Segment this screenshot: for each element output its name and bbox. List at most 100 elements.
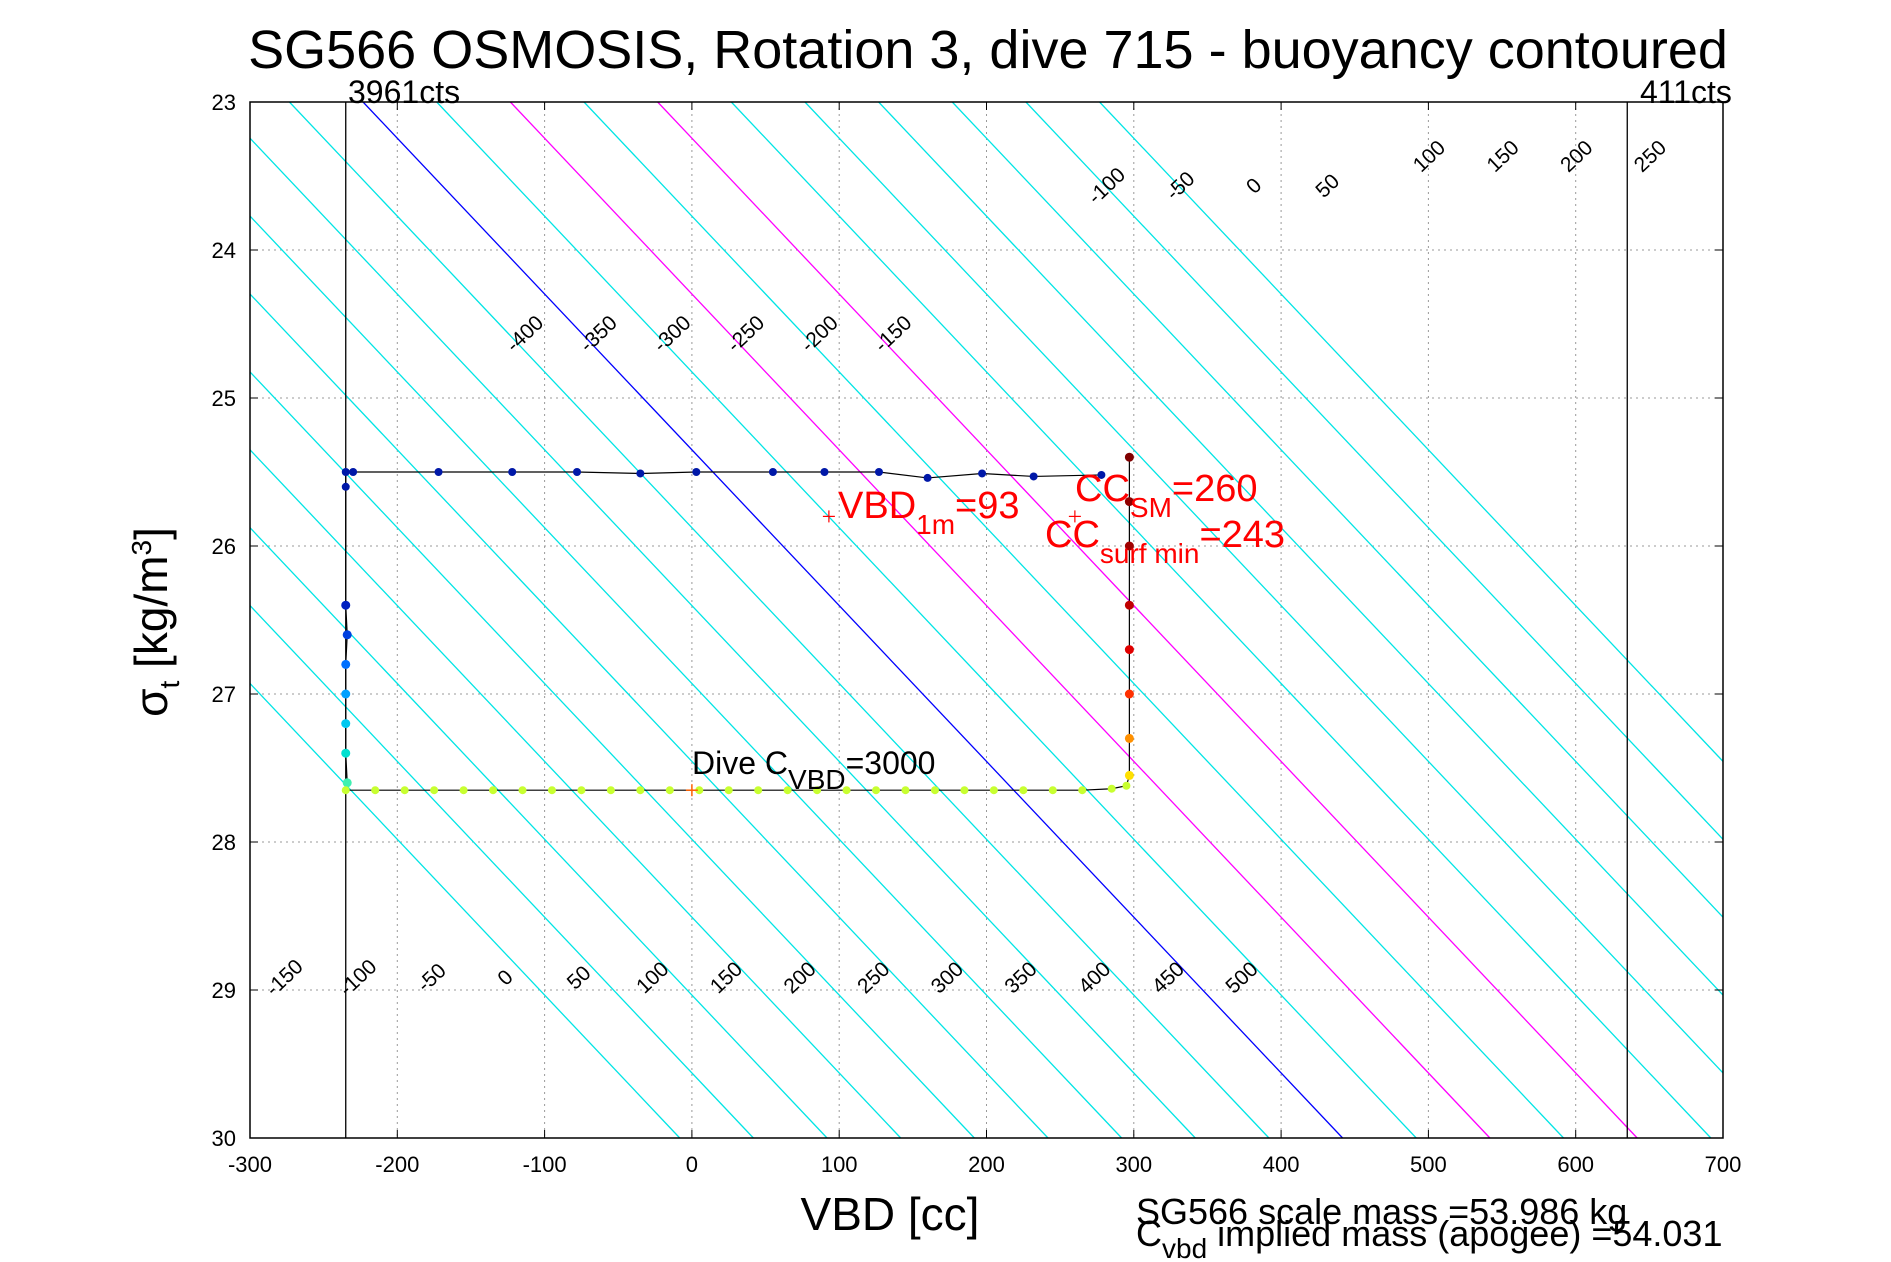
contour-label: -250 — [723, 311, 769, 357]
dive-path — [341, 452, 1134, 795]
chart-title: SG566 OSMOSIS, Rotation 3, dive 715 - bu… — [248, 20, 1728, 80]
vbd1m-sub: 1m — [916, 509, 955, 540]
contour-label: 150 — [1482, 136, 1523, 177]
contour-line — [1099, 101, 1724, 762]
contour-label: -350 — [576, 311, 622, 357]
dive-point — [930, 786, 939, 795]
count-lines — [345, 102, 1628, 1138]
contour-labels: 100 150 200 250 -100 -50 0 50 -400 -350 -300 -250 -2… — [261, 136, 1671, 1001]
x-axis-label: VBD [cc] — [801, 1188, 980, 1240]
grid — [250, 102, 1723, 1138]
contour-label: 500 — [1221, 957, 1262, 998]
annotation-markers — [685, 510, 1081, 797]
ccsm-annotation: CCSM=260 — [1075, 468, 1257, 523]
dive-point — [341, 786, 350, 795]
x-tick-label: 200 — [968, 1152, 1005, 1177]
contour-label: -100 — [335, 955, 381, 1001]
dive-point — [636, 786, 645, 795]
contour-label: 100 — [632, 957, 673, 998]
y-axis-label: σt [kg/m3] — [125, 527, 185, 717]
contour-line — [730, 101, 1712, 1139]
dive-point — [1107, 784, 1116, 793]
dive-point — [754, 786, 763, 795]
dive-point — [820, 468, 829, 476]
dive-point — [1029, 472, 1038, 481]
contour-label: -150 — [870, 311, 916, 357]
dive-point — [1124, 733, 1134, 743]
contour-line — [249, 449, 902, 1139]
dive-point — [1019, 786, 1028, 795]
x-tick-label: -300 — [228, 1152, 272, 1177]
contour-line — [657, 101, 1638, 1139]
dive-point — [636, 469, 645, 478]
implied-prefix: C — [1136, 1213, 1162, 1254]
scale-mass-text: SG566 scale mass =53.986 kg — [1136, 1191, 1627, 1232]
contour-label: 100 — [1409, 136, 1450, 177]
contour-label: -150 — [261, 955, 307, 1001]
contour-label: -400 — [502, 311, 548, 357]
x-tick-label: 500 — [1410, 1152, 1447, 1177]
vbd1m-main: VBD — [838, 485, 916, 527]
contour-label: -200 — [796, 311, 842, 357]
dive-point — [872, 786, 881, 795]
contour-label: 0 — [1242, 174, 1266, 199]
y-tick-label: 23 — [212, 90, 236, 115]
dive-point — [724, 786, 733, 795]
dive-point — [692, 468, 701, 476]
y-axis-end: ] — [125, 527, 177, 540]
x-tick-label: 600 — [1557, 1152, 1594, 1177]
contour-line — [249, 683, 681, 1139]
dive-point — [989, 786, 998, 795]
dive-point — [768, 468, 777, 476]
contour-line — [804, 101, 1724, 1074]
y-tick-label: 28 — [212, 830, 236, 855]
dive-point — [1097, 470, 1106, 479]
ccsm-value: =260 — [1172, 468, 1258, 510]
dive-point — [508, 468, 517, 476]
dive-point — [606, 786, 615, 795]
dive-point — [342, 630, 352, 640]
y-axis-sigma: σ — [125, 689, 177, 717]
dive-point — [1048, 786, 1057, 795]
contour-line — [249, 527, 828, 1139]
y-tick-label: 30 — [212, 1126, 236, 1151]
dive-point — [342, 778, 352, 788]
dive-point — [901, 786, 910, 795]
contour-label: 250 — [853, 957, 894, 998]
dive-point — [960, 786, 969, 795]
contour-label: 150 — [706, 957, 747, 998]
contour-label: 350 — [1000, 957, 1041, 998]
y-tick-label: 26 — [212, 534, 236, 559]
contour-line — [249, 215, 1123, 1139]
ccsurf-sub: surf min — [1100, 538, 1200, 569]
contour-label: -300 — [649, 311, 695, 357]
dive-point — [1122, 781, 1131, 790]
divec-sub: VBD — [788, 764, 846, 795]
dive-point — [430, 786, 439, 795]
dive-point — [842, 786, 851, 795]
dive-point — [1124, 541, 1134, 551]
contour-line — [362, 101, 1344, 1139]
dive-point — [518, 786, 527, 795]
contour-line — [951, 101, 1724, 918]
dive-point — [341, 748, 351, 758]
dive-point — [1124, 600, 1134, 610]
dive-point — [695, 786, 704, 795]
contour-line — [583, 101, 1565, 1139]
x-tick-label: -100 — [523, 1152, 567, 1177]
dive-point — [434, 468, 443, 476]
contour-line — [249, 137, 1196, 1139]
divec-main: Dive C — [692, 745, 788, 781]
contour-label: 400 — [1074, 957, 1115, 998]
dive-point — [813, 786, 822, 795]
contour-label: 200 — [779, 957, 820, 998]
dive-point — [573, 468, 582, 476]
x-tick-label: -200 — [375, 1152, 419, 1177]
dive-point — [1124, 497, 1134, 507]
dive-point — [923, 473, 932, 482]
dive-point — [1078, 786, 1087, 795]
dive-point — [341, 482, 350, 491]
dive-point — [1124, 770, 1134, 780]
x-tick-label: 700 — [1705, 1152, 1742, 1177]
